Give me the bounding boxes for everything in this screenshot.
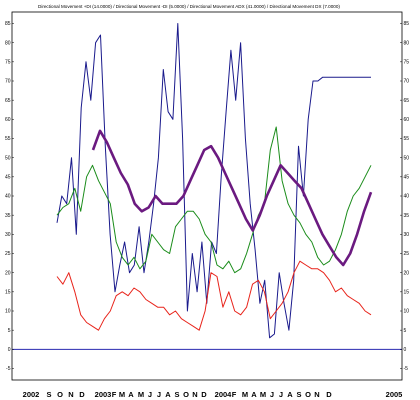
y-tick-label-left: 65: [5, 98, 11, 104]
x-tick-label: S: [174, 390, 179, 399]
y-tick-label-left: 0: [8, 347, 11, 353]
y-tick-label-left: 80: [5, 40, 11, 46]
series-line-3: [56, 260, 372, 331]
x-tick-label: 2004: [215, 390, 233, 399]
x-tick-label: 2002: [23, 390, 40, 399]
y-tick-label-right: 80: [404, 40, 410, 46]
y-tick-label-right: 40: [404, 194, 410, 200]
x-axis: 2002 S O N D 2003 F M A M J J A S O N D 2004 F M A M J J A S O N D 20…: [23, 390, 403, 399]
x-tick-label: 2003: [95, 390, 112, 399]
x-tick-label: S: [46, 390, 51, 399]
series-line-2: [56, 126, 372, 274]
y-tick-label-right: 20: [404, 270, 410, 276]
x-tick-label: F: [232, 390, 237, 399]
y-tick-label-right: 30: [404, 232, 410, 238]
chart-title: Directional Movement +DI (14.0000) / Dir…: [38, 4, 340, 9]
y-tick-label-right: 65: [404, 98, 410, 104]
x-tick-label: N: [192, 390, 197, 399]
chart-title-group: Directional Movement +DI (14.0000) / Dir…: [38, 4, 340, 9]
y-tick-label-right: 55: [404, 136, 410, 142]
x-tick-label: F: [112, 390, 117, 399]
x-tick-label: A: [165, 390, 171, 399]
x-tick-label: J: [148, 390, 152, 399]
x-tick-label: M: [138, 390, 144, 399]
y-tick-label-right: 50: [404, 155, 410, 161]
x-tick-label: D: [79, 390, 85, 399]
y-tick-label-left: 15: [5, 290, 11, 296]
y-tick-label-left: 45: [5, 175, 11, 181]
y-tick-label-right: 45: [404, 175, 410, 181]
y-tick-label-left: 60: [5, 117, 11, 123]
y-tick-label-left: 10: [5, 309, 11, 315]
x-tick-label: A: [128, 390, 134, 399]
x-tick-label: M: [260, 390, 266, 399]
y-tick-label-left: -5: [6, 366, 11, 372]
x-tick-label: 2005: [386, 390, 403, 399]
series-line-4: [91, 129, 373, 267]
y-tick-label-right: 15: [404, 290, 410, 296]
y-tick-label-right: -5: [404, 366, 409, 372]
x-tick-label: A: [287, 390, 293, 399]
y-tick-label-left: 25: [5, 251, 11, 257]
y-tick-label-left: 35: [5, 213, 11, 219]
y-tick-label-left: 30: [5, 232, 11, 238]
y-tick-label-right: 10: [404, 309, 410, 315]
plot-frame: [11, 11, 403, 381]
y-tick-label-left: 70: [5, 79, 11, 85]
right-y-axis: -5 0 5 10 15 20 25 30 35 40 45 50 55 60 65 70 75 80 85: [400, 21, 409, 372]
left-y-axis: -5 0 5 10 15 20 25 30 35 40 45 50 55 60 65 70 75 80 85: [5, 21, 14, 372]
y-tick-label-left: 50: [5, 155, 11, 161]
x-tick-label: D: [201, 390, 207, 399]
x-tick-label: S: [296, 390, 301, 399]
x-tick-label: M: [242, 390, 248, 399]
series-lines: [56, 23, 373, 339]
x-tick-label: M: [119, 390, 125, 399]
x-tick-label: J: [270, 390, 274, 399]
y-tick-label-right: 35: [404, 213, 410, 219]
x-tick-label: J: [279, 390, 283, 399]
x-tick-label: N: [68, 390, 73, 399]
y-tick-label-right: 60: [404, 117, 410, 123]
y-tick-label-left: 85: [5, 21, 11, 27]
y-tick-label-left: 75: [5, 60, 11, 66]
x-tick-label: O: [305, 390, 311, 399]
y-tick-label-right: 85: [404, 21, 410, 27]
x-tick-label: D: [326, 390, 332, 399]
y-tick-label-left: 40: [5, 194, 11, 200]
y-tick-label-right: 75: [404, 60, 410, 66]
x-tick-label: O: [57, 390, 63, 399]
y-tick-label-right: 70: [404, 79, 410, 85]
y-tick-label-right: 0: [404, 347, 407, 353]
series-line-1: [56, 23, 371, 339]
x-tick-label: N: [314, 390, 319, 399]
y-tick-label-left: 55: [5, 136, 11, 142]
y-tick-label-left: 20: [5, 270, 11, 276]
y-tick-label-right: 25: [404, 251, 410, 257]
plot-border: [11, 11, 403, 381]
y-tick-label-left: 5: [8, 328, 11, 334]
y-tick-label-right: 5: [404, 328, 407, 334]
x-tick-label: J: [157, 390, 161, 399]
x-tick-label: O: [183, 390, 189, 399]
x-tick-label: A: [251, 390, 257, 399]
